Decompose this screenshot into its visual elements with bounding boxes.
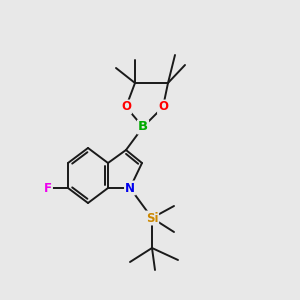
Text: O: O: [121, 100, 131, 113]
Text: Si: Si: [146, 212, 158, 224]
Text: B: B: [138, 121, 148, 134]
Text: F: F: [44, 182, 52, 194]
Text: N: N: [125, 182, 135, 194]
Text: O: O: [158, 100, 168, 113]
